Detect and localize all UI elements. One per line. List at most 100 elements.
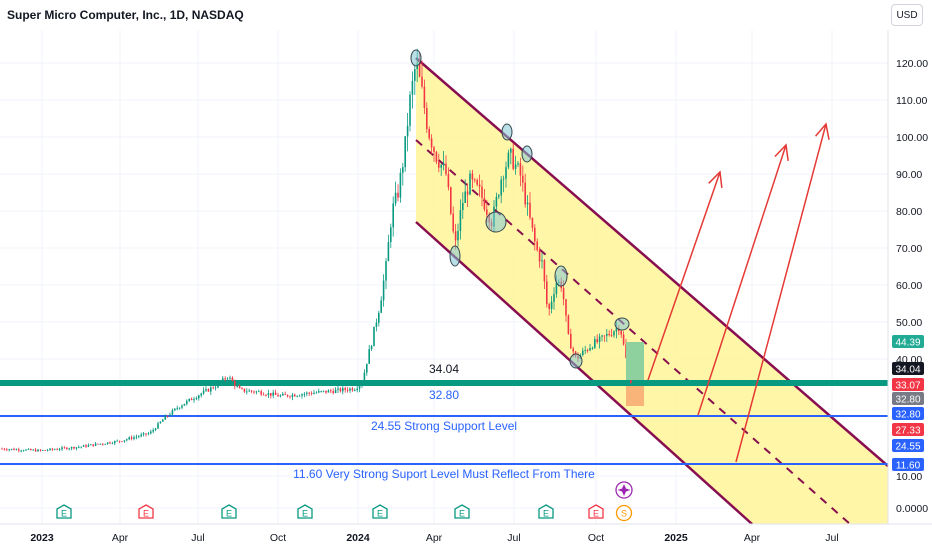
candle-body [342,388,344,392]
candle-body [344,388,346,390]
candle-body [51,448,54,450]
candle-body [606,333,608,336]
candle-body [210,387,212,392]
candle-body [562,288,565,300]
touch-marker [410,49,422,67]
candle-body [56,449,58,451]
event-marker[interactable]: E [221,504,237,519]
candle-body [613,331,615,336]
event-marker[interactable]: E [538,504,554,519]
candle-body [78,446,80,448]
candle-body [222,378,224,382]
candle-body [3,448,6,450]
candle-body [385,261,387,281]
candle-body [519,163,522,176]
price-axis[interactable]: 120.00 110.00 100.00 90.00 80.00 70.00 60.00 50… [887,30,928,524]
candle-body [164,415,166,420]
price-badge-label: 32.80 [895,410,920,421]
candle-body [85,445,87,447]
event-marker-label: S [621,509,627,519]
time-axis[interactable]: 2023 Apr Jul Oct 2024 Apr Jul Oct 2025 Apr Jul [0,523,932,544]
candle-body [157,423,159,429]
candle-body [39,449,42,451]
candle-body [87,445,90,447]
candle-body [145,433,147,435]
candle-body [555,282,558,294]
candle-body [536,241,538,251]
event-marker[interactable]: E [454,504,470,519]
event-marker-star[interactable] [615,481,633,499]
touch-marker [501,123,513,141]
candle-body [265,394,267,396]
candle-body [121,441,123,443]
long-position-tool[interactable] [626,342,644,406]
price-tick-label: 100.00 [896,132,928,144]
candle-body [128,437,130,440]
candle-body [370,346,373,350]
candle-body [22,450,25,452]
event-marker[interactable]: E [372,504,388,519]
candle-body [15,449,18,451]
event-marker[interactable]: E [588,504,604,519]
candle-body [150,431,152,434]
candle-body [54,449,56,451]
price-badge-label: 32.80 [895,395,920,406]
candles [1,48,632,453]
time-tick-label: Oct [588,532,604,544]
candle-body [430,138,433,148]
candle-body [241,388,243,389]
candle-body [169,414,171,416]
price-tick-label: 110.00 [896,95,927,107]
candle-body [188,398,190,401]
price-tick-label: 80.00 [896,206,922,218]
candle-body [375,322,378,327]
candle-body [464,191,466,203]
candle-body [102,443,104,445]
price-tick-label: 10.00 [896,471,922,483]
projection-arrows [647,122,830,463]
event-marker[interactable]: E [56,504,72,519]
candle-body [414,69,416,81]
level-annotation: 11.60 Very Strong Suport Level Must Refl… [293,467,595,481]
candle-body [73,447,75,449]
position-target-zone [626,342,644,380]
event-marker-label: E [143,509,149,519]
candle-body [380,300,382,313]
candle-body [205,389,207,391]
event-marker[interactable]: E [297,504,313,519]
time-tick-label: Apr [744,532,761,544]
time-tick-label: Jul [825,532,838,544]
candle-body [495,196,498,207]
event-marker[interactable]: E [138,504,154,519]
candle-body [58,449,61,451]
candle-body [334,389,337,393]
candle-body [373,326,375,347]
channel-middle-line [415,139,851,525]
candle-body [406,125,409,137]
event-marker-label: E [543,509,549,519]
candle-body [361,383,363,386]
earnings-icon [454,504,470,519]
candle-body [507,152,510,168]
event-marker[interactable]: S [615,504,633,522]
star-glyph [617,484,631,496]
price-badge [892,362,924,375]
candle-body [615,328,618,332]
currency-button[interactable]: USD [891,4,923,26]
candle-body [219,381,222,383]
candle-body [27,448,30,450]
candle-body [591,347,594,349]
candle-body [90,444,92,446]
candle-body [296,395,298,397]
candle-body [214,387,217,389]
candle-body [596,339,598,342]
candle-body [402,167,404,173]
earnings-icon [138,504,154,519]
earnings-icon [538,504,554,519]
candle-body [226,378,229,380]
touch-marker [449,245,461,267]
channel-lower-line [415,221,753,525]
earnings-icon [221,504,237,519]
candle-body [531,217,534,228]
